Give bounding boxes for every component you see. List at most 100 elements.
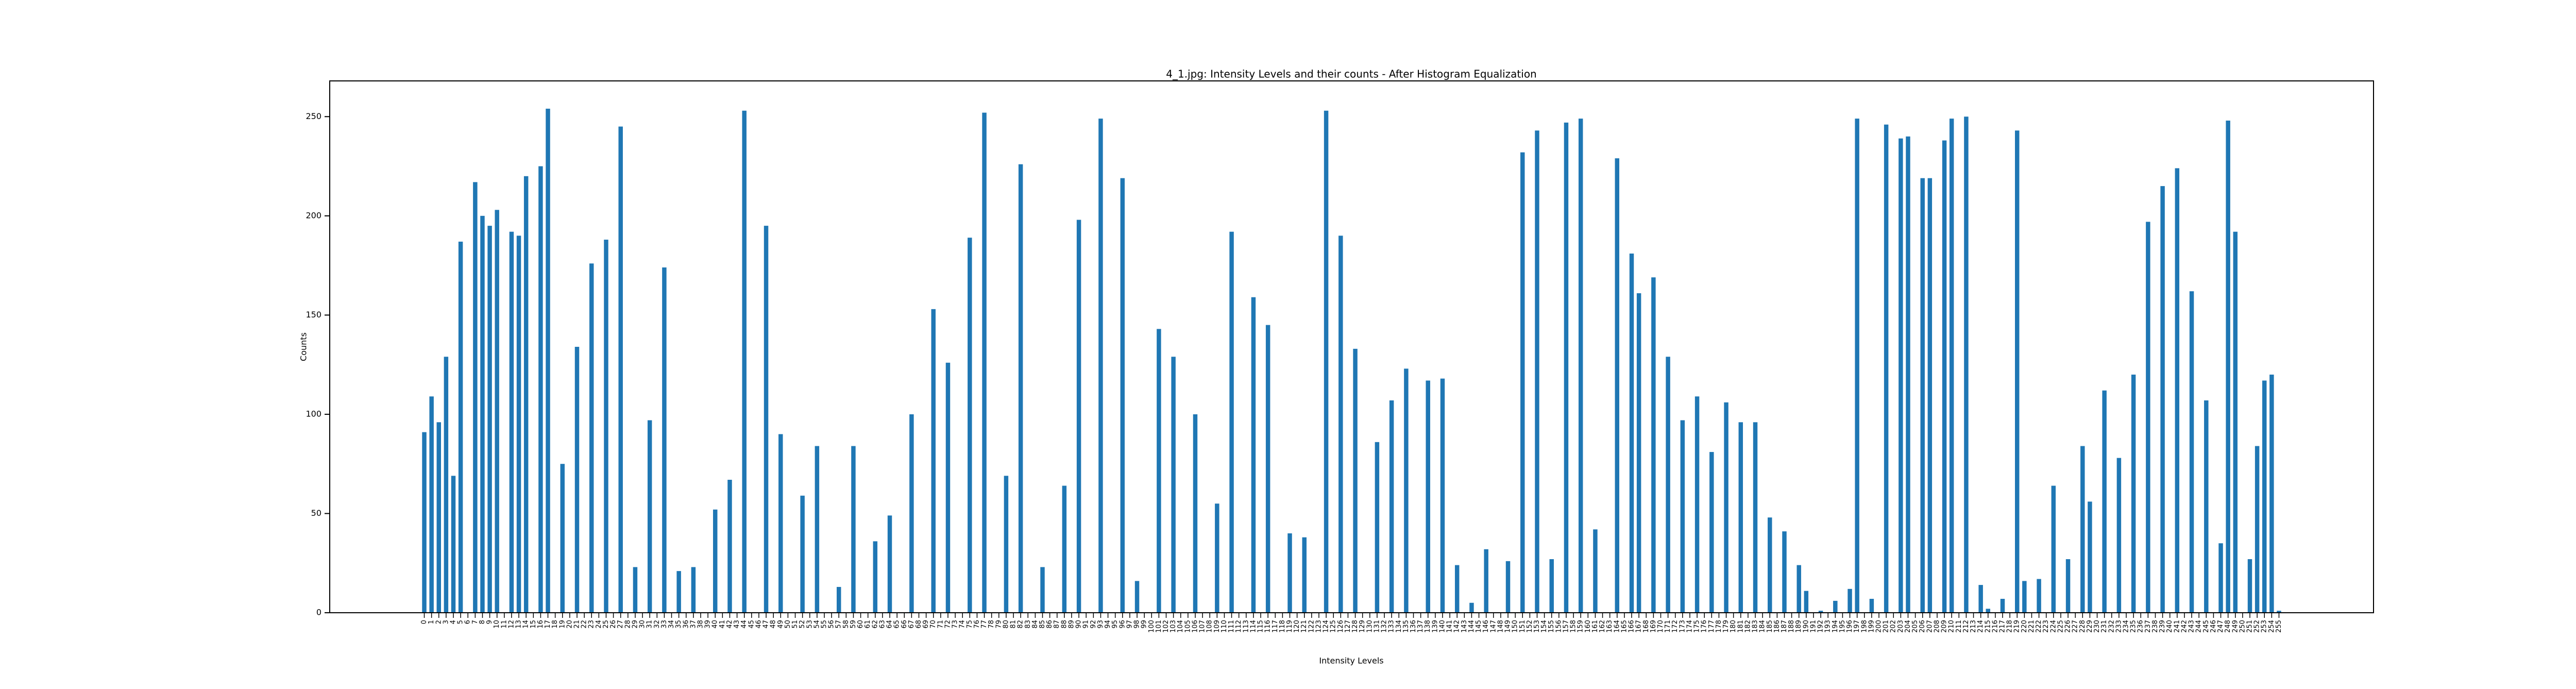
bar <box>1120 178 1125 613</box>
x-tick-label: 84 <box>1031 620 1039 629</box>
x-tick-label: 47 <box>762 620 770 629</box>
bar <box>546 108 550 613</box>
x-tick-label: 30 <box>639 620 647 629</box>
bar <box>1709 452 1714 613</box>
x-tick-label: 128 <box>1351 620 1359 633</box>
x-tick-label: 22 <box>581 620 588 629</box>
x-tick-label: 95 <box>1111 620 1119 629</box>
x-tick-label: 220 <box>2021 620 2028 633</box>
bar <box>1157 329 1161 613</box>
x-tick-label: 179 <box>1722 620 1730 633</box>
x-tick-label: 213 <box>1970 620 1977 633</box>
bar <box>1578 119 1583 613</box>
bar <box>1869 599 1874 613</box>
x-tick-label: 127 <box>1344 620 1352 633</box>
bar <box>1978 585 1983 613</box>
bar <box>1389 400 1394 613</box>
x-tick-label: 65 <box>893 620 901 629</box>
x-tick-label: 158 <box>1570 620 1578 633</box>
y-tick-label: 200 <box>306 210 321 220</box>
x-tick-label: 244 <box>2195 620 2203 633</box>
y-tick-label: 50 <box>311 508 321 518</box>
x-tick-label: 98 <box>1133 620 1141 629</box>
bar <box>560 464 565 613</box>
x-tick-label: 43 <box>733 620 741 629</box>
bar <box>2226 121 2230 613</box>
bar <box>2015 130 2020 613</box>
x-tick-label: 195 <box>1839 620 1846 633</box>
bar <box>1287 533 1292 613</box>
x-tick-label: 135 <box>1402 620 1410 633</box>
x-tick-label: 136 <box>1410 620 1417 633</box>
x-tick-label: 53 <box>806 620 814 629</box>
x-tick-label: 60 <box>857 620 865 629</box>
x-tick-label: 224 <box>2049 620 2057 633</box>
bar <box>2175 168 2180 613</box>
x-tick-label: 237 <box>2144 620 2152 633</box>
x-tick-label: 137 <box>1417 620 1425 633</box>
bar <box>1520 152 1525 613</box>
bar <box>2116 458 2122 613</box>
bar <box>1505 561 1511 613</box>
x-tick-label: 254 <box>2268 620 2276 633</box>
bar <box>1040 567 1045 613</box>
y-tick-label: 0 <box>316 608 321 617</box>
x-tick-label: 46 <box>755 620 762 629</box>
x-tick-label: 176 <box>1701 620 1708 633</box>
x-tick-label: 36 <box>682 620 690 629</box>
x-tick-label: 40 <box>711 620 719 629</box>
bar <box>909 414 914 613</box>
y-tick-label: 250 <box>306 111 321 121</box>
x-tick-label: 142 <box>1453 620 1461 633</box>
x-tick-label: 199 <box>1868 620 1875 633</box>
x-tick-label: 42 <box>726 620 734 629</box>
x-tick-label: 186 <box>1773 620 1781 633</box>
x-tick-label: 216 <box>1991 620 1999 633</box>
bar <box>1353 348 1358 613</box>
x-tick-label: 97 <box>1126 620 1133 629</box>
plot-frame <box>329 80 2374 613</box>
x-tick-label: 121 <box>1300 620 1308 633</box>
bar <box>1564 122 1569 613</box>
x-tick-label: 184 <box>1759 620 1767 633</box>
bar <box>422 432 427 613</box>
x-tick-label: 69 <box>922 620 930 629</box>
x-tick-label: 113 <box>1242 620 1250 633</box>
x-tick-label: 165 <box>1620 620 1628 633</box>
bar <box>2189 291 2194 613</box>
bar <box>1920 178 1925 613</box>
bar <box>742 110 747 613</box>
x-tick-label: 208 <box>1933 620 1941 633</box>
x-tick-label: 190 <box>1802 620 1810 633</box>
x-tick-label: 45 <box>748 620 755 629</box>
x-tick-label: 75 <box>966 620 974 629</box>
bar <box>429 396 434 613</box>
bar <box>1782 531 1787 613</box>
x-tick-label: 130 <box>1366 620 1374 633</box>
bar <box>523 176 529 613</box>
x-tick-label: 102 <box>1162 620 1170 633</box>
bar <box>1964 116 1969 613</box>
bar <box>1651 277 1656 613</box>
x-tick-label: 106 <box>1191 620 1199 633</box>
x-tick-label: 152 <box>1526 620 1534 633</box>
x-tick-label: 218 <box>2006 620 2014 633</box>
bar <box>1549 559 1554 613</box>
x-tick-label: 120 <box>1293 620 1301 633</box>
bar <box>764 226 769 613</box>
x-tick-label: 233 <box>2115 620 2123 633</box>
bar <box>691 567 696 613</box>
bar <box>1375 442 1380 613</box>
x-tick-label: 66 <box>901 620 908 629</box>
x-tick-label: 21 <box>573 620 581 629</box>
x-tick-label: 112 <box>1235 620 1243 633</box>
bar <box>1076 220 1081 613</box>
x-tick-label: 26 <box>609 620 617 629</box>
bar <box>1265 325 1270 613</box>
x-tick-label: 131 <box>1373 620 1381 633</box>
x-tick-label: 15 <box>530 620 537 629</box>
x-tick-label: 191 <box>1809 620 1817 633</box>
x-tick-label: 79 <box>995 620 1003 629</box>
bar <box>815 446 820 613</box>
